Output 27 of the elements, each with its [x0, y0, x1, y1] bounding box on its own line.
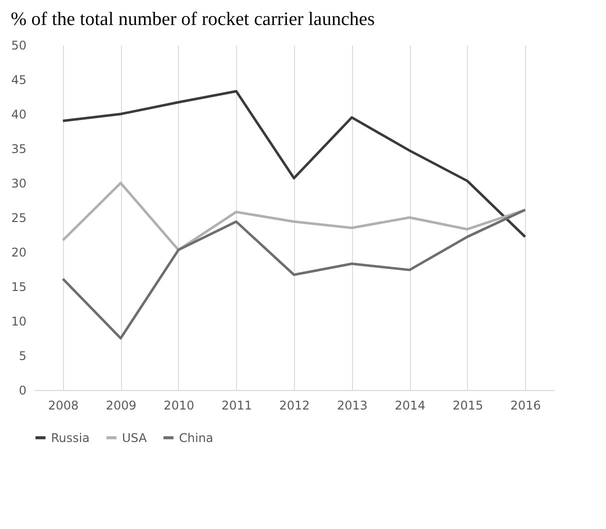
y-tick-label: 40: [11, 108, 26, 122]
y-tick-label: 25: [11, 211, 26, 225]
y-tick-label: 35: [11, 142, 26, 156]
legend-label: Russia: [51, 430, 90, 445]
y-tick-label: 20: [11, 246, 26, 260]
x-tick-label: 2012: [279, 398, 310, 412]
y-tick-label: 50: [11, 38, 26, 52]
x-tick-label: 2014: [394, 398, 426, 412]
x-tick-label: 2013: [337, 398, 368, 412]
chart-title: % of the total number of rocket carrier launches: [10, 9, 375, 30]
line-series: [62, 90, 526, 238]
y-tick-label: 15: [11, 280, 26, 294]
x-tick-label: 2009: [106, 398, 136, 412]
x-tick-label: 2011: [221, 398, 252, 412]
line-series: [62, 182, 526, 252]
x-tick-label: 2010: [164, 398, 194, 412]
x-tick-label: 2016: [510, 398, 541, 412]
legend-label: USA: [122, 430, 148, 445]
y-tick-label: 30: [11, 176, 26, 190]
x-tick-label: 2015: [452, 398, 484, 412]
y-tick-label: 0: [18, 384, 26, 398]
x-tick-label: 2008: [48, 398, 79, 412]
y-tick-label: 5: [18, 349, 26, 363]
y-tick-label: 10: [11, 314, 26, 328]
y-tick-label: 45: [11, 73, 26, 87]
legend-label: China: [179, 430, 214, 445]
line-series: [62, 208, 526, 340]
